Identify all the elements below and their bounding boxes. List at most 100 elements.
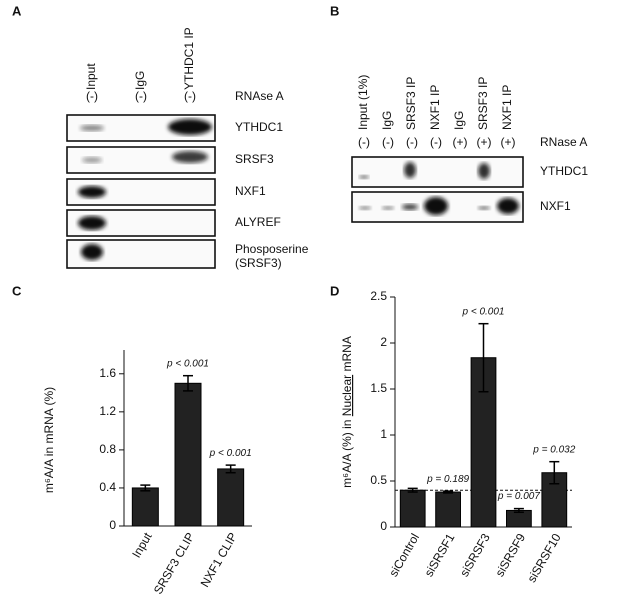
annotation: p < 0.001: [166, 358, 209, 369]
treatment: (+): [453, 135, 468, 149]
treatment-label: RNAse A: [235, 89, 284, 103]
blot-label-line: SRSF3: [235, 152, 274, 166]
treatment: (-): [135, 89, 147, 103]
y-tick-label: 2: [380, 335, 387, 349]
treatment: (-): [382, 135, 394, 149]
error-bar: [183, 374, 193, 392]
blot-band: [359, 206, 371, 210]
treatment: (-): [430, 135, 442, 149]
y-tick-label: 0.5: [370, 473, 387, 487]
blot-label-line: NXF1: [235, 184, 266, 198]
blot-band: [497, 198, 519, 214]
blot-band: [382, 206, 394, 210]
treatment: (-): [184, 89, 196, 103]
y-axis-label: m⁶A/A in mRNA (%): [42, 387, 56, 493]
treatment: (-): [406, 135, 418, 149]
lane-label: IgG: [380, 111, 394, 130]
x-tick-label: NXF1 CLIP: [198, 530, 240, 590]
lane-label: IgG: [452, 111, 466, 130]
annotation: p < 0.001: [462, 306, 505, 317]
y-axis-label: m⁶A/A (%) in Nuclear mRNA: [340, 336, 354, 488]
blot-label-line: Phosposerine: [235, 242, 309, 256]
lane-label: YTHDC1 IP: [182, 27, 196, 90]
y-tick-label: 1.2: [99, 404, 116, 418]
blot-a-bands: [66, 114, 216, 269]
error-bar: [443, 490, 454, 494]
blot-band: [404, 162, 416, 178]
treatment: (-): [86, 89, 98, 103]
x-tick-label: siSRSF3: [457, 531, 493, 579]
blot-label-line: ALYREF: [235, 215, 281, 229]
y-label-part: Nuclear: [340, 375, 354, 416]
lane-label: Input: [84, 63, 98, 90]
blot-band: [80, 125, 104, 131]
y-label-part: mRNA: [340, 336, 354, 375]
blot-label: SRSF3: [235, 152, 274, 166]
annotation: p = 0.007: [497, 491, 540, 502]
bar: [174, 382, 202, 527]
blot-band: [82, 157, 102, 163]
blot-band: [402, 204, 418, 210]
y-tick-label: 1.5: [370, 381, 387, 395]
y-tick-label: 1: [380, 427, 387, 441]
lane-label: SRSF3 IP: [476, 77, 490, 130]
blot-strip: [351, 156, 524, 188]
blot-label: YTHDC1: [235, 120, 283, 134]
blot-label-line: NXF1: [540, 199, 571, 213]
blot-label-line: (SRSF3): [235, 256, 282, 270]
lane-label: NXF1 IP: [428, 85, 442, 130]
x-tick-label: siSRSF10: [525, 531, 564, 585]
error-bar: [407, 487, 418, 493]
y-tick-label: 0: [109, 518, 116, 532]
blot-band: [78, 216, 106, 230]
blot-band: [78, 186, 106, 198]
bar: [399, 489, 426, 528]
error-bar: [140, 484, 151, 492]
blot-band: [478, 206, 490, 210]
y-tick-label: 0.8: [99, 442, 116, 456]
lane-label: IgG: [133, 71, 147, 90]
x-tick-label: siControl: [386, 531, 422, 579]
blot-band: [478, 163, 490, 179]
panel-letter: B: [330, 3, 339, 18]
x-tick-label: Input: [129, 530, 155, 561]
blot-label-line: YTHDC1: [540, 164, 588, 178]
blot-label: NXF1: [235, 184, 266, 198]
panel-letter: A: [12, 3, 22, 18]
bar: [131, 487, 159, 527]
blot-strip: [351, 191, 524, 223]
lane-label: SRSF3 IP: [404, 77, 418, 130]
lane-label: NXF1 IP: [500, 85, 514, 130]
y-label-part: m⁶A/A (%) in: [340, 416, 354, 488]
blot-label: Phosposerine (SRSF3): [235, 242, 309, 270]
lane-label: Input (1%): [356, 75, 370, 130]
x-tick-label: siSRSF1: [422, 531, 458, 579]
blot-b-bands: [351, 156, 524, 223]
blot-band: [172, 151, 208, 163]
blot-label-line: YTHDC1: [235, 120, 283, 134]
y-tick-label: 0.4: [99, 480, 116, 494]
annotation: p = 0.032: [532, 444, 575, 455]
treatment: (+): [501, 135, 516, 149]
y-tick-label: 1.6: [99, 366, 116, 380]
bar: [435, 491, 461, 528]
blot-band: [424, 197, 448, 215]
blot-band: [359, 175, 369, 179]
x-tick-label: siSRSF9: [492, 531, 528, 579]
blot-label: YTHDC1: [540, 164, 588, 178]
y-tick-label: 2.5: [370, 289, 387, 303]
treatment-label: RNase A: [540, 135, 587, 149]
blot-label: NXF1: [540, 199, 571, 213]
annotation: p < 0.001: [209, 448, 252, 459]
y-tick-label: 0: [380, 519, 387, 533]
blot-band: [168, 119, 212, 135]
error-bar: [478, 322, 489, 393]
panel-letter: C: [12, 283, 22, 298]
error-bar: [549, 460, 560, 485]
root: Input(-)IgG(-)YTHDC1 IP(-) RNAse AYTHDC1S…: [84, 27, 588, 596]
blot-label: ALYREF: [235, 215, 281, 229]
error-bar: [225, 464, 236, 474]
blot-band: [81, 244, 103, 260]
bar: [217, 468, 245, 527]
